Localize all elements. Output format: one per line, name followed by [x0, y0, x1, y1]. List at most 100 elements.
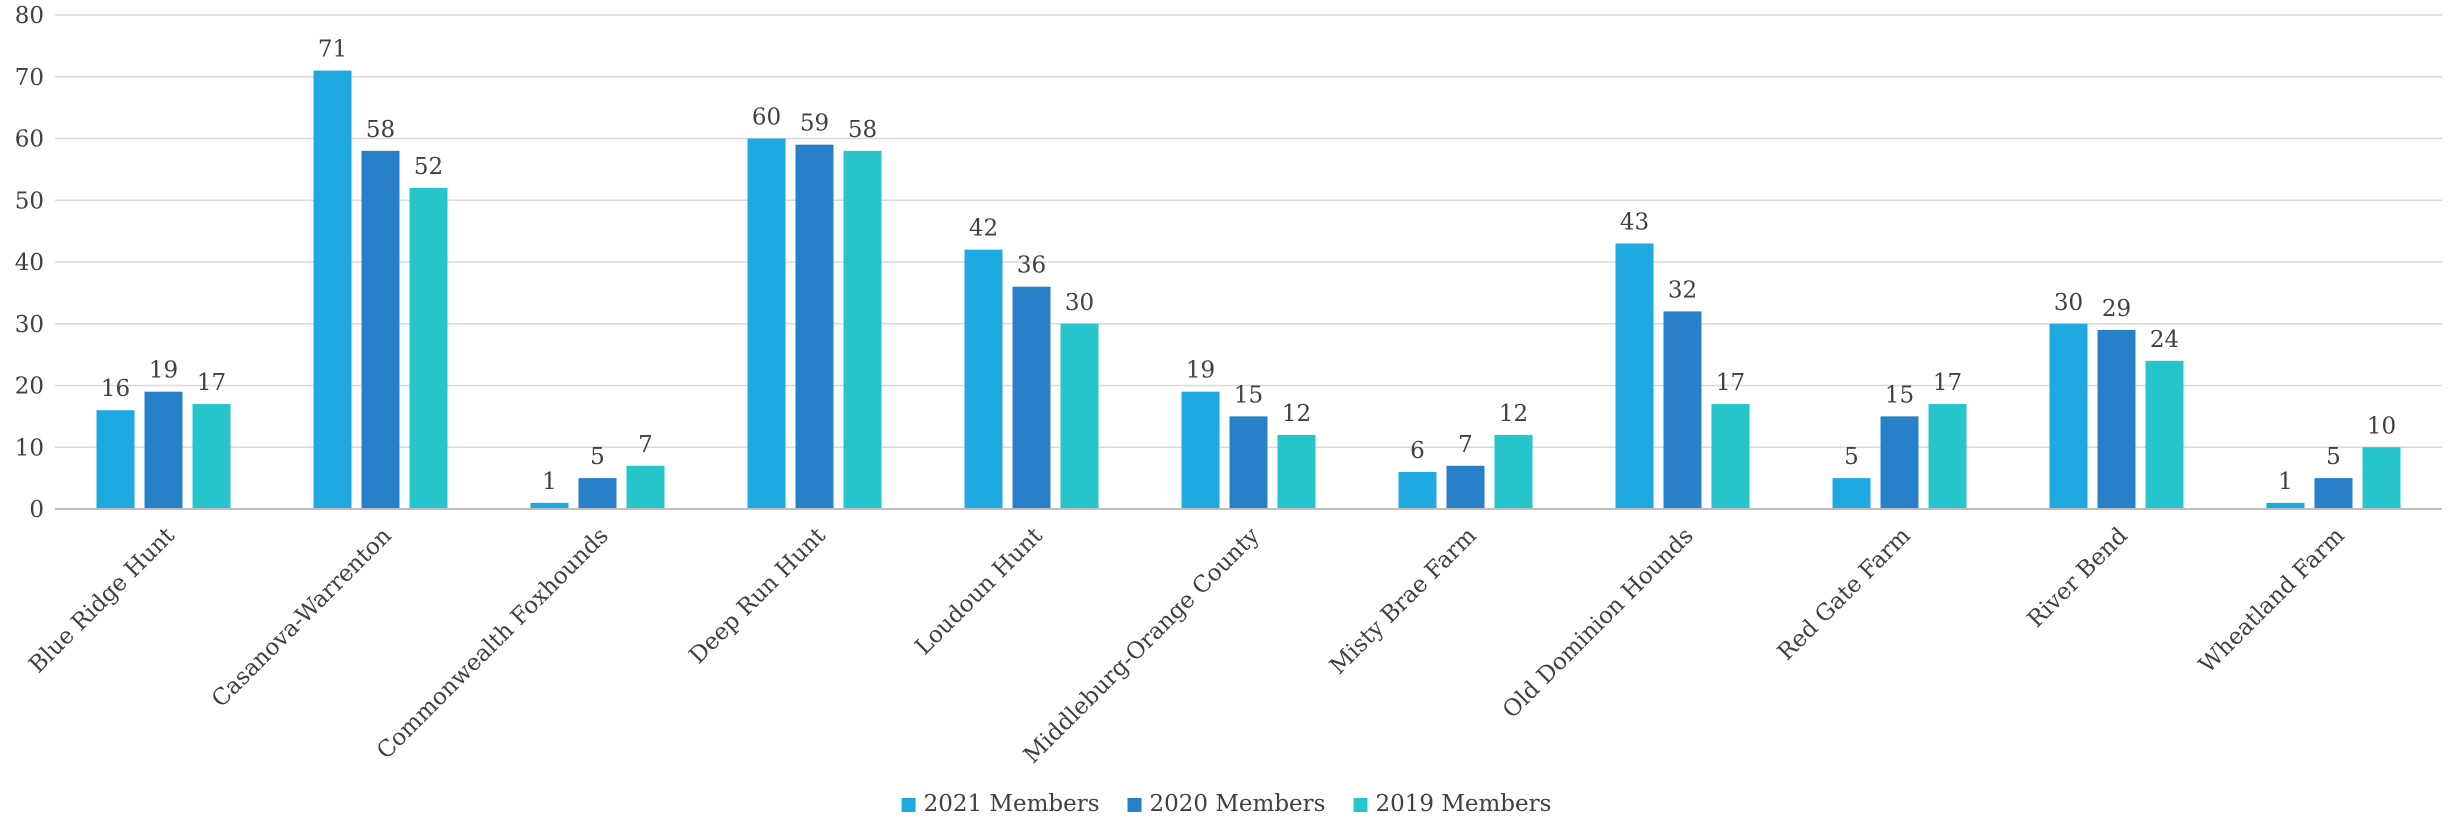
data-label-old-dominion-hounds-2021-members: 43	[1620, 209, 1649, 235]
data-label-red-gate-farm-2020-members: 15	[1885, 382, 1914, 408]
legend-label-2021-members: 2021 Members	[924, 791, 1100, 817]
data-label-casanova-warrenton-2019-members: 52	[414, 154, 443, 180]
bar-misty-brae-farm-2020-members	[1446, 465, 1485, 509]
bar-wheatland-farm-2020-members	[2314, 478, 2353, 509]
data-label-loudoun-hunt-2019-members: 30	[1065, 290, 1094, 316]
bar-loudoun-hunt-2021-members	[964, 249, 1003, 509]
category-label-middleburg-orange-county: Middleburg-Orange County	[1019, 523, 1265, 769]
bar-commonwealth-foxhounds-2019-members	[626, 465, 665, 509]
bar-loudoun-hunt-2019-members	[1060, 323, 1099, 509]
bar-casanova-warrenton-2019-members	[409, 187, 448, 509]
category-label-commonwealth-foxhounds: Commonwealth Foxhounds	[372, 523, 614, 765]
grid-lines	[55, 14, 2442, 448]
bar-blue-ridge-hunt-2019-members	[192, 404, 231, 509]
bar-deep-run-hunt-2020-members	[795, 144, 834, 510]
bar-old-dominion-hounds-2021-members	[1615, 243, 1654, 509]
y-tick-label-20: 20	[15, 374, 44, 400]
bar-river-bend-2021-members	[2049, 323, 2088, 509]
data-label-misty-brae-farm-2020-members: 7	[1458, 432, 1473, 458]
legend-swatch-2019-members	[1353, 798, 1368, 812]
data-label-misty-brae-farm-2021-members: 6	[1410, 438, 1425, 464]
category-label-loudoun-hunt: Loudoun Hunt	[910, 522, 1048, 660]
data-label-loudoun-hunt-2021-members: 42	[969, 216, 998, 242]
legend-label-2020-members: 2020 Members	[1150, 791, 1326, 817]
bar-wheatland-farm-2019-members	[2362, 447, 2401, 509]
bar-misty-brae-farm-2021-members	[1398, 471, 1437, 509]
data-label-red-gate-farm-2019-members: 17	[1933, 370, 1962, 396]
category-label-river-bend: River Bend	[2023, 523, 2133, 633]
category-label-wheatland-farm: Wheatland Farm	[2194, 523, 2350, 679]
y-tick-label-10: 10	[15, 435, 44, 461]
y-tick-label-70: 70	[15, 65, 44, 91]
data-label-commonwealth-foxhounds-2019-members: 7	[638, 432, 653, 458]
data-label-old-dominion-hounds-2019-members: 17	[1716, 370, 1745, 396]
category-labels: Blue Ridge Hunt Casanova-WarrentonCommonw…	[24, 522, 2350, 768]
bar-middleburg-orange-county-2020-members	[1229, 416, 1268, 509]
bar-casanova-warrenton-2021-members	[313, 70, 352, 509]
bar-loudoun-hunt-2020-members	[1012, 286, 1051, 509]
data-label-wheatland-farm-2021-members: 1	[2278, 469, 2293, 495]
bar-misty-brae-farm-2019-members	[1494, 434, 1533, 509]
data-label-casanova-warrenton-2021-members: 71	[318, 37, 347, 63]
bar-deep-run-hunt-2021-members	[747, 138, 786, 509]
data-label-middleburg-orange-county-2021-members: 19	[1186, 358, 1215, 384]
data-label-loudoun-hunt-2020-members: 36	[1017, 253, 1046, 279]
data-label-middleburg-orange-county-2020-members: 15	[1234, 382, 1263, 408]
bar-blue-ridge-hunt-2021-members	[96, 410, 135, 509]
bar-red-gate-farm-2020-members	[1880, 416, 1919, 509]
data-label-river-bend-2019-members: 24	[2150, 327, 2179, 353]
data-label-deep-run-hunt-2020-members: 59	[800, 111, 829, 137]
y-tick-label-40: 40	[15, 250, 44, 276]
legend-swatch-2020-members	[1127, 798, 1142, 812]
data-label-wheatland-farm-2019-members: 10	[2367, 413, 2396, 439]
y-tick-label-80: 80	[15, 3, 44, 29]
data-label-red-gate-farm-2021-members: 5	[1844, 444, 1859, 470]
data-label-misty-brae-farm-2019-members: 12	[1499, 401, 1528, 427]
bar-casanova-warrenton-2020-members	[361, 150, 400, 509]
category-label-old-dominion-hounds: Old Dominion Hounds	[1498, 523, 1699, 724]
y-tick-label-30: 30	[15, 312, 44, 338]
bar-river-bend-2019-members	[2145, 360, 2184, 509]
data-label-commonwealth-foxhounds-2020-members: 5	[590, 444, 605, 470]
data-label-deep-run-hunt-2019-members: 58	[848, 117, 877, 143]
bar-blue-ridge-hunt-2020-members	[144, 391, 183, 509]
y-axis-tick-labels: 0 10 20 30 40 50 60 70 80	[15, 3, 44, 523]
bar-commonwealth-foxhounds-2020-members	[578, 478, 617, 509]
legend: 2021 Members 2020 Members 2019 Members	[901, 791, 1551, 817]
bar-river-bend-2020-members	[2097, 329, 2136, 509]
data-label-wheatland-farm-2020-members: 5	[2326, 444, 2341, 470]
bar-red-gate-farm-2021-members	[1832, 478, 1871, 509]
bar-middleburg-orange-county-2019-members	[1277, 434, 1316, 509]
bar-old-dominion-hounds-2020-members	[1663, 311, 1702, 509]
category-label-blue-ridge-hunt: Blue Ridge Hunt	[24, 522, 180, 678]
data-label-deep-run-hunt-2021-members: 60	[752, 105, 781, 131]
data-label-casanova-warrenton-2020-members: 58	[366, 117, 395, 143]
bars	[96, 70, 2401, 510]
data-label-blue-ridge-hunt-2021-members: 16	[101, 376, 130, 402]
bar-middleburg-orange-county-2021-members	[1181, 391, 1220, 509]
category-label-casanova-warrenton: Casanova-Warrenton	[207, 523, 397, 713]
data-label-river-bend-2020-members: 29	[2102, 296, 2131, 322]
data-label-old-dominion-hounds-2020-members: 32	[1668, 277, 1697, 303]
bar-deep-run-hunt-2019-members	[843, 150, 882, 509]
y-tick-label-0: 0	[29, 497, 44, 523]
legend-swatch-2021-members	[901, 798, 916, 812]
category-label-misty-brae-farm: Misty Brae Farm	[1325, 523, 1482, 680]
bar-old-dominion-hounds-2019-members	[1711, 404, 1750, 509]
data-label-river-bend-2021-members: 30	[2054, 290, 2083, 316]
bar-commonwealth-foxhounds-2021-members	[530, 502, 569, 509]
bar-red-gate-farm-2019-members	[1928, 404, 1967, 509]
data-label-blue-ridge-hunt-2019-members: 17	[197, 370, 226, 396]
data-label-commonwealth-foxhounds-2021-members: 1	[542, 469, 557, 495]
category-label-deep-run-hunt: Deep Run Hunt	[684, 522, 831, 669]
data-label-middleburg-orange-county-2019-members: 12	[1282, 401, 1311, 427]
bar-wheatland-farm-2021-members	[2266, 502, 2305, 509]
data-label-blue-ridge-hunt-2020-members: 19	[149, 358, 178, 384]
category-label-red-gate-farm: Red Gate Farm	[1773, 523, 1916, 666]
y-tick-label-60: 60	[15, 127, 44, 153]
legend-label-2019-members: 2019 Members	[1375, 791, 1551, 817]
y-tick-label-50: 50	[15, 188, 44, 214]
